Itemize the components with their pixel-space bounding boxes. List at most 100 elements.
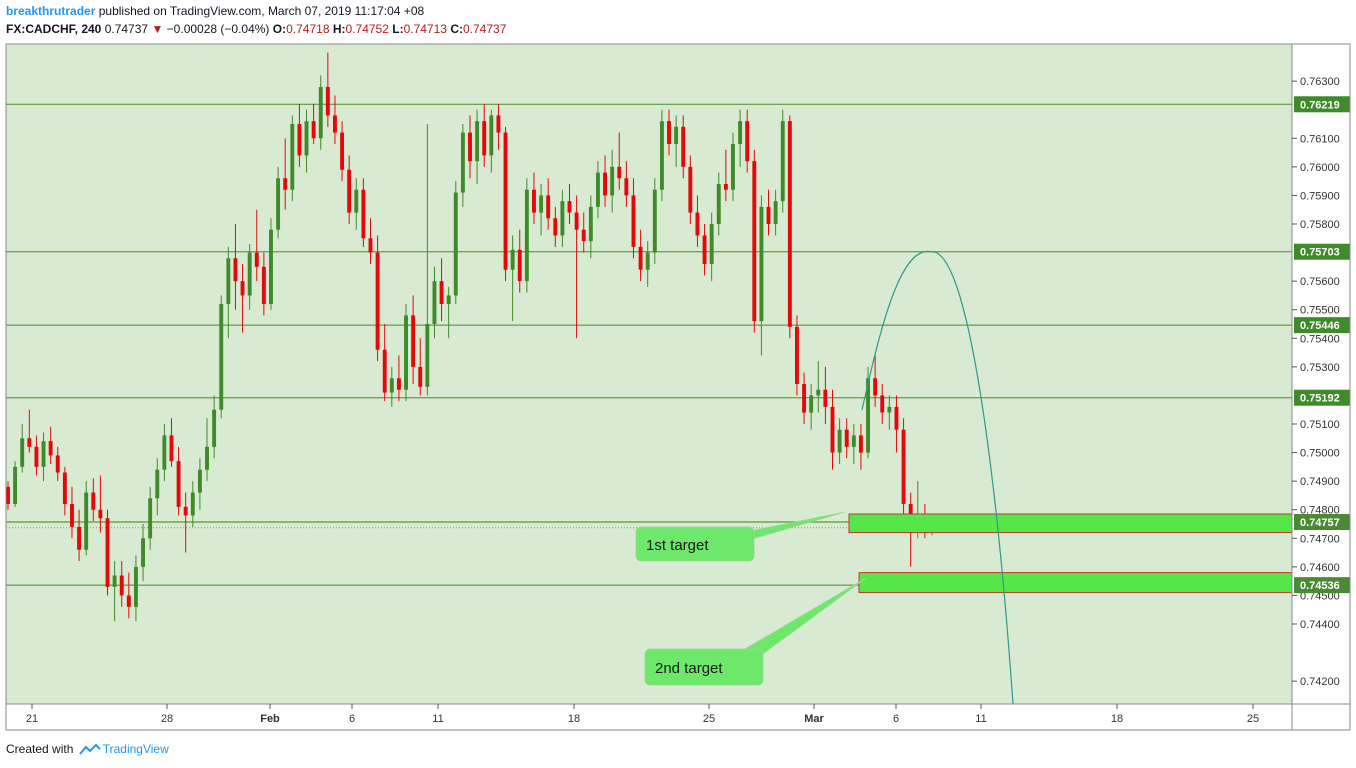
candle-body [524,189,529,282]
level-price-tag [1294,243,1350,260]
candle-body [55,455,60,473]
candle-body [539,195,544,213]
candle-body [802,384,807,413]
candle-body [41,441,46,467]
candle-body [503,132,508,270]
candle-body [226,258,231,304]
x-tick-label: Feb [260,713,280,725]
level-price-tag [1294,389,1350,406]
candle-body [176,461,181,507]
candle-body [77,526,82,550]
candle-body [759,206,764,322]
candle-body [119,575,124,596]
candle-body [297,124,302,156]
candle-body [731,144,735,190]
candle-body [325,86,330,116]
level-price-label: 0.75703 [1300,247,1340,259]
candle-body [141,538,146,567]
target-zones [848,513,1293,594]
candle-body [13,466,18,504]
candle-body [247,252,252,296]
callout-box [635,526,755,562]
candle-body [723,184,728,190]
level-price-label: 0.76219 [1300,99,1340,111]
candle-body [460,132,465,193]
candle-body [837,429,842,453]
candle-body [681,126,686,167]
candle-body [553,218,558,236]
candle-body [588,206,593,242]
candle-body [425,324,430,387]
x-tick-label: 25 [703,713,715,725]
plot-area[interactable] [6,44,1292,704]
candle-body [290,124,295,190]
candle-body [716,184,721,224]
high-value: 0.74752 [345,22,389,36]
candle-body [858,435,863,453]
candle-body [546,195,551,219]
author-link[interactable]: breakthrutrader [6,4,96,18]
candle-body [475,121,480,162]
candle-body [851,435,856,447]
candle-body [269,229,273,304]
candle-body [112,575,117,587]
candle-body [617,166,622,179]
footer: Created with TradingView [6,742,169,756]
candle-body [283,178,288,190]
candle-body [603,172,608,196]
candle-body [638,246,643,270]
time-axis[interactable] [5,703,1293,731]
price-axis-ticks: 0.76300 0.76100 0.76000 0.75900 0.75800 0.756… [1292,76,1340,688]
level-price-label: 0.75192 [1300,393,1340,405]
candles [6,52,934,622]
candle-body [510,249,515,270]
high-label: H: [332,22,346,36]
candle-body [98,509,103,519]
candle-body [894,406,899,430]
candle-body [20,438,25,467]
candle-body [809,395,814,413]
x-tick-label: 21 [26,713,38,725]
symbol-info: FX:CADCHF, 240 0.74737 ▼ −0.00028 (−0.04… [6,22,506,36]
level-price-tag [1294,577,1350,594]
candle-body [787,121,792,327]
y-tick-label: 0.74800 [1300,505,1340,517]
y-tick-label: 0.75100 [1300,419,1340,431]
x-tick-label: 18 [1111,713,1123,725]
candle-body [446,295,451,304]
price-axis-level-labels: 0.76219 0.75703 0.75446 0.75192 0.74757 0.745… [1294,96,1350,594]
candle-body [766,206,771,224]
candle-body [453,192,458,296]
candle-body [183,506,188,516]
candle-body [304,121,309,156]
candle-body [197,469,202,493]
candle-body [48,441,53,456]
tradingview-brand[interactable]: TradingView [102,742,169,756]
callout-box [644,648,764,686]
last-price: 0.74737 [104,22,149,36]
candle-body [34,446,39,467]
candle-body [382,349,387,393]
candle-body [133,566,138,607]
candle-body [738,121,743,144]
target-zone [858,572,1293,594]
candle-body [780,121,785,202]
candle-body [148,498,153,539]
price-chart[interactable]: 1st target 2nd target 0.76300 0.76100 0.760… [0,0,1356,740]
x-tick-label: 6 [349,713,355,725]
low-value: 0.74713 [403,22,447,36]
candle-body [667,121,671,144]
candle-body [70,504,74,527]
level-price-tag [1294,317,1350,334]
candle-body [688,166,693,213]
candle-body [91,492,96,510]
y-tick-label: 0.75000 [1300,448,1340,460]
x-tick-label: 25 [1247,713,1259,725]
publish-info: breakthrutrader published on TradingView… [6,4,424,18]
target-callouts: 1st target 2nd target [635,511,867,686]
candle-body [6,486,10,504]
y-tick-label: 0.75500 [1300,305,1340,317]
low-label: L: [392,22,404,36]
candle-body [396,378,401,390]
time-axis-ticks: 21 28 Feb 6 11 18 25 Mar 6 11 18 25 [26,704,1259,725]
